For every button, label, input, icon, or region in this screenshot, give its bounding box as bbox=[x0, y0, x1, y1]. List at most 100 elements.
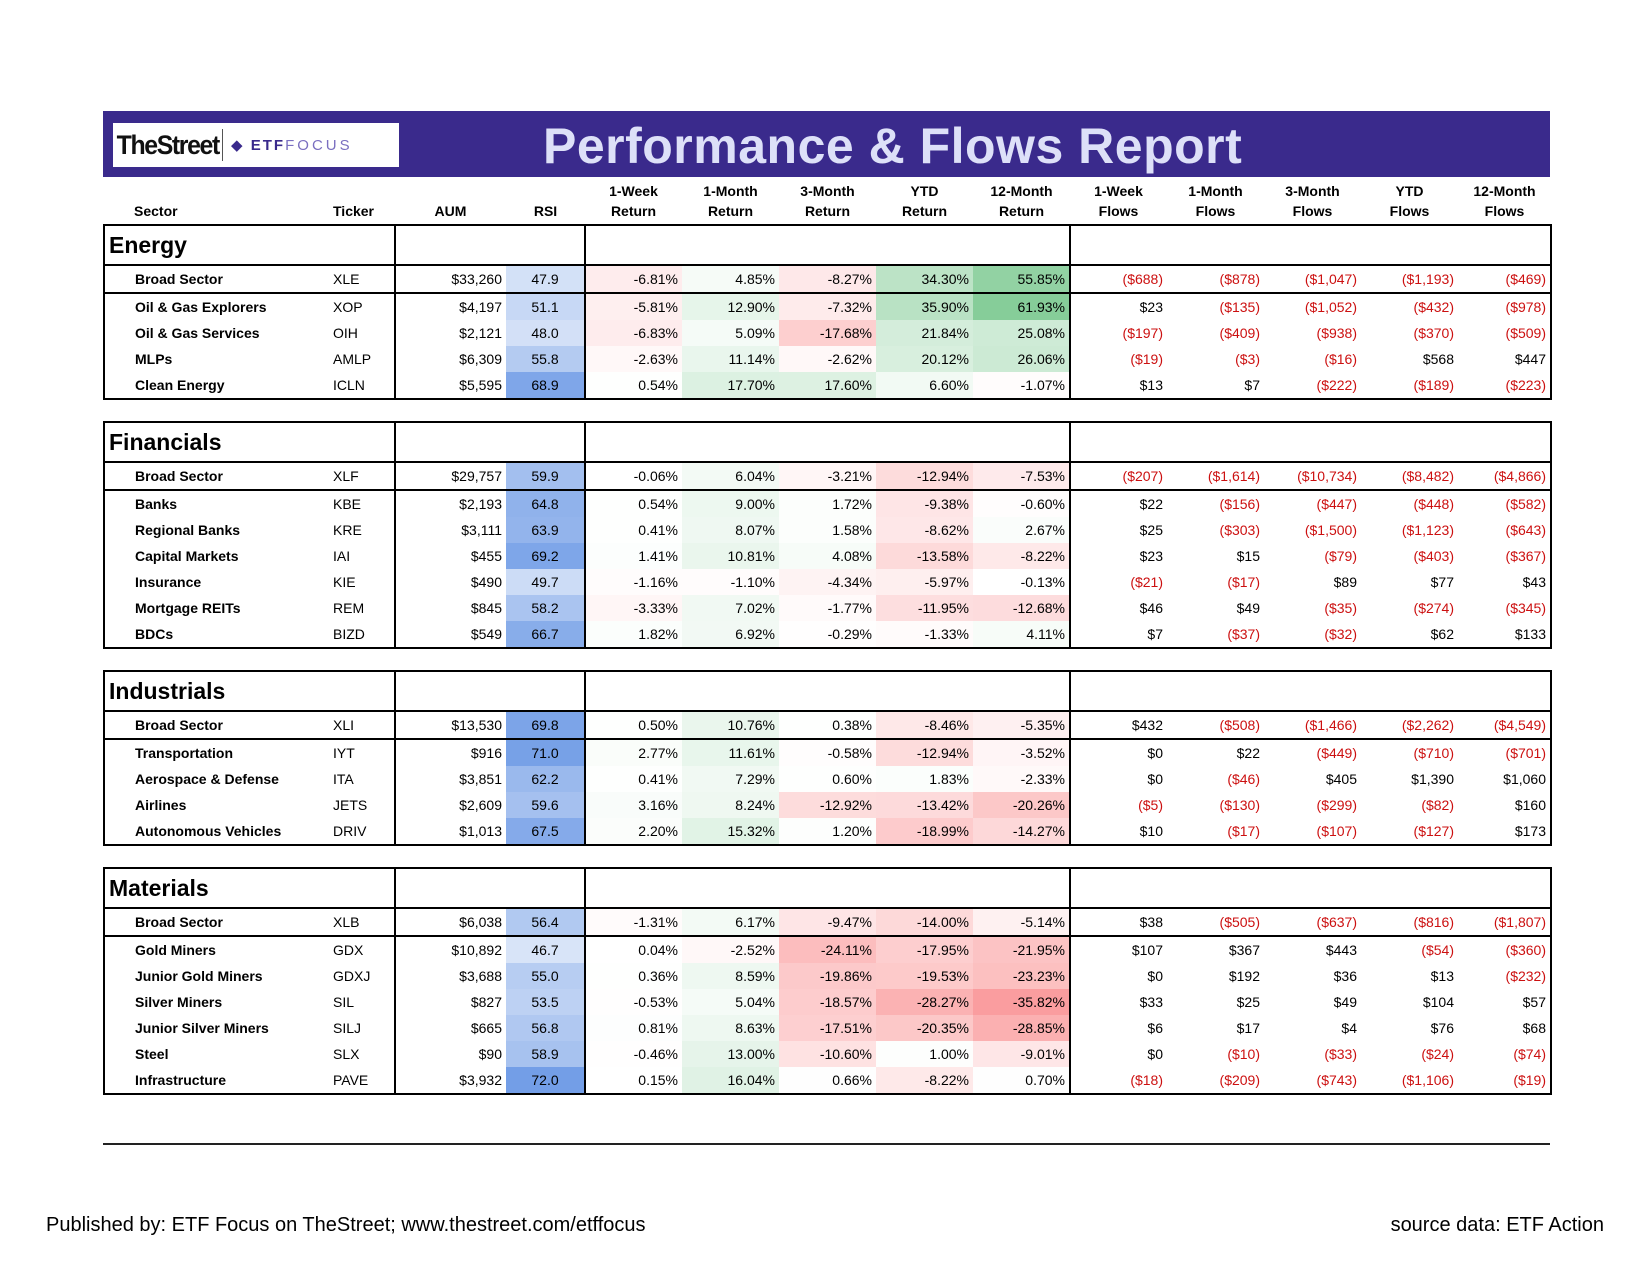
ticker: DRIV bbox=[329, 818, 396, 846]
return-value: -8.22% bbox=[876, 1067, 973, 1095]
flow-value: ($1,193) bbox=[1361, 265, 1458, 294]
return-value: -8.22% bbox=[973, 543, 1071, 569]
table-row: Insurance KIE $490 49.7 -1.16% -1.10% -4.34% -5… bbox=[103, 569, 1552, 595]
return-value: 5.09% bbox=[682, 320, 779, 346]
return-value: -0.53% bbox=[584, 989, 682, 1015]
flow-value: ($19) bbox=[1458, 1067, 1552, 1095]
logo-etf: ETF bbox=[250, 137, 286, 154]
return-value: -28.27% bbox=[876, 989, 973, 1015]
return-value: 25.08% bbox=[973, 320, 1071, 346]
rsi-value: 72.0 bbox=[506, 1067, 586, 1095]
flow-value: $0 bbox=[1069, 766, 1167, 792]
ticker: GDXJ bbox=[329, 963, 396, 989]
return-value: -10.60% bbox=[779, 1041, 876, 1067]
flow-value: $62 bbox=[1361, 621, 1458, 649]
aum-value: $827 bbox=[394, 989, 506, 1015]
report-banner: TheStreet ◆ ETFFOCUS Performance & Flows… bbox=[103, 111, 1550, 177]
column-header: 1-Month Return bbox=[682, 177, 779, 225]
aum-value: $2,609 bbox=[394, 792, 506, 818]
rsi-value: 58.2 bbox=[506, 595, 586, 621]
return-value: -1.77% bbox=[779, 595, 876, 621]
flow-value: ($978) bbox=[1458, 293, 1552, 320]
rsi-value: 67.5 bbox=[506, 818, 586, 846]
diamond-icon: ◆ bbox=[231, 137, 245, 154]
return-value: 6.60% bbox=[876, 372, 973, 400]
return-value: 4.11% bbox=[973, 621, 1071, 649]
return-value: -6.81% bbox=[584, 265, 682, 294]
flow-value: ($688) bbox=[1069, 265, 1167, 294]
flow-value: ($447) bbox=[1316, 496, 1357, 512]
return-value: -2.52% bbox=[682, 936, 779, 963]
flow-value: ($432) bbox=[1413, 299, 1454, 315]
flow-value: $443 bbox=[1325, 942, 1357, 958]
return-value: 61.93% bbox=[973, 293, 1071, 320]
return-value: -23.23% bbox=[973, 963, 1071, 989]
source-data: source data: ETF Action bbox=[1390, 1214, 1604, 1236]
table-row: Broad Sector XLE $33,260 47.9 -6.81% 4.85% -8.… bbox=[103, 265, 1552, 294]
return-value: 21.84% bbox=[876, 320, 973, 346]
logo-focus: FOCUS bbox=[285, 137, 353, 154]
return-value: -20.26% bbox=[973, 792, 1071, 818]
flow-value: $23 bbox=[1069, 543, 1167, 569]
return-value: -0.60% bbox=[973, 490, 1071, 517]
flow-value: ($207) bbox=[1069, 462, 1167, 491]
aum-value: $29,757 bbox=[394, 462, 506, 491]
return-value: -2.63% bbox=[584, 346, 682, 372]
flow-value: $43 bbox=[1458, 569, 1552, 595]
flow-value: $173 bbox=[1458, 818, 1552, 846]
return-value: -12.92% bbox=[779, 792, 876, 818]
return-value: 1.00% bbox=[876, 1041, 973, 1067]
aum-value: $3,851 bbox=[394, 766, 506, 792]
table-row: Steel SLX $90 58.9 -0.46% 13.00% -10.60% 1.00% -… bbox=[103, 1041, 1552, 1067]
column-header: 12-Month Return bbox=[973, 177, 1070, 225]
ticker: XLI bbox=[329, 711, 396, 740]
ticker: XOP bbox=[329, 293, 396, 320]
column-header-line: Flows bbox=[1195, 203, 1236, 219]
flow-value: ($24) bbox=[1421, 1046, 1454, 1062]
return-value: -1.16% bbox=[584, 569, 682, 595]
section-header: Energy bbox=[103, 224, 1552, 266]
flow-value: ($509) bbox=[1458, 320, 1552, 346]
return-value: 35.90% bbox=[876, 293, 973, 320]
sector-name: Autonomous Vehicles bbox=[103, 818, 329, 846]
aum-value: $3,688 bbox=[394, 963, 506, 989]
return-value: 0.81% bbox=[584, 1015, 682, 1041]
table-row: Banks KBE $2,193 64.8 0.54% 9.00% 1.72% -9.38% -… bbox=[103, 490, 1552, 517]
return-value: -9.47% bbox=[779, 908, 876, 937]
sector-name: Silver Miners bbox=[103, 989, 329, 1015]
column-header-line: Return bbox=[707, 203, 754, 219]
flow-value: $25 bbox=[1236, 994, 1260, 1010]
rsi-value: 62.2 bbox=[506, 766, 586, 792]
return-value: 8.07% bbox=[682, 517, 779, 543]
flow-value: ($17) bbox=[1227, 574, 1260, 590]
column-header-line: YTD bbox=[1395, 183, 1424, 199]
return-value: 8.59% bbox=[682, 963, 779, 989]
table-row: Infrastructure PAVE $3,932 72.0 0.15% 16.04% 0… bbox=[103, 1067, 1552, 1095]
flow-value: $22 bbox=[1236, 745, 1260, 761]
flow-value: $1,060 bbox=[1458, 766, 1552, 792]
rsi-value: 49.7 bbox=[506, 569, 586, 595]
flow-value: $133 bbox=[1458, 621, 1552, 649]
return-value: -20.35% bbox=[876, 1015, 973, 1041]
rsi-value: 59.9 bbox=[506, 462, 586, 491]
return-value: -21.95% bbox=[973, 936, 1071, 963]
column-header-line: Flows bbox=[1484, 203, 1525, 219]
return-value: 8.63% bbox=[682, 1015, 779, 1041]
column-header-line: 1-Month bbox=[703, 183, 758, 199]
return-value: -9.38% bbox=[876, 490, 973, 517]
sector-name: BDCs bbox=[103, 621, 329, 649]
thestreet-logo-text: TheStreet bbox=[116, 129, 221, 160]
return-value: -7.53% bbox=[973, 462, 1071, 491]
return-value: -13.42% bbox=[876, 792, 973, 818]
return-value: -35.82% bbox=[973, 989, 1071, 1015]
column-header-line: Return bbox=[901, 203, 948, 219]
return-value: -9.01% bbox=[973, 1041, 1071, 1067]
flow-value: $77 bbox=[1430, 574, 1454, 590]
return-value: -14.27% bbox=[973, 818, 1071, 846]
footer-rule bbox=[103, 1143, 1550, 1145]
ticker: AMLP bbox=[329, 346, 396, 372]
return-value: -7.32% bbox=[779, 293, 876, 320]
return-value: 12.90% bbox=[682, 293, 779, 320]
section-header-cell bbox=[1069, 224, 1552, 266]
flow-value: ($82) bbox=[1421, 797, 1454, 813]
